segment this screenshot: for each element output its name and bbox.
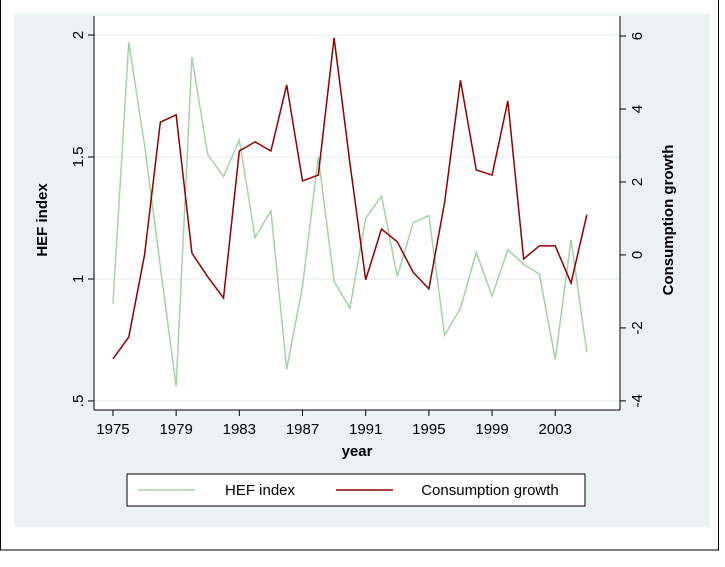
series-line xyxy=(112,37,588,360)
x-tick-label: 1983 xyxy=(223,421,256,438)
x-tick-label: 2003 xyxy=(539,421,572,438)
legend-label: HEF index xyxy=(225,482,296,499)
x-tick-label: 1995 xyxy=(412,421,445,438)
x-tick-label: 1979 xyxy=(159,421,192,438)
y2-tick-label: 2 xyxy=(629,178,646,186)
y-axis-label: HEF index xyxy=(34,183,51,257)
y2-tick-label: -4 xyxy=(629,394,646,407)
y-tick-label: 1.5 xyxy=(70,147,87,168)
x-tick-label: 1975 xyxy=(96,421,129,438)
y2-axis-label: Consumption growth xyxy=(660,145,677,296)
y2-tick-label: 6 xyxy=(629,32,646,40)
y2-tick-label: 0 xyxy=(629,251,646,259)
y-tick-label: .5 xyxy=(70,395,87,408)
x-axis-label: year xyxy=(342,443,373,460)
x-tick-label: 1999 xyxy=(475,421,508,438)
y-tick-label: 1 xyxy=(70,275,87,283)
y-tick-label: 2 xyxy=(70,31,87,39)
y2-tick-label: 4 xyxy=(629,105,646,113)
y2-tick-label: -2 xyxy=(629,321,646,334)
series-line xyxy=(112,42,588,387)
x-tick-label: 1991 xyxy=(349,421,382,438)
x-tick-label: 1987 xyxy=(286,421,319,438)
legend-label: Consumption growth xyxy=(421,482,559,499)
